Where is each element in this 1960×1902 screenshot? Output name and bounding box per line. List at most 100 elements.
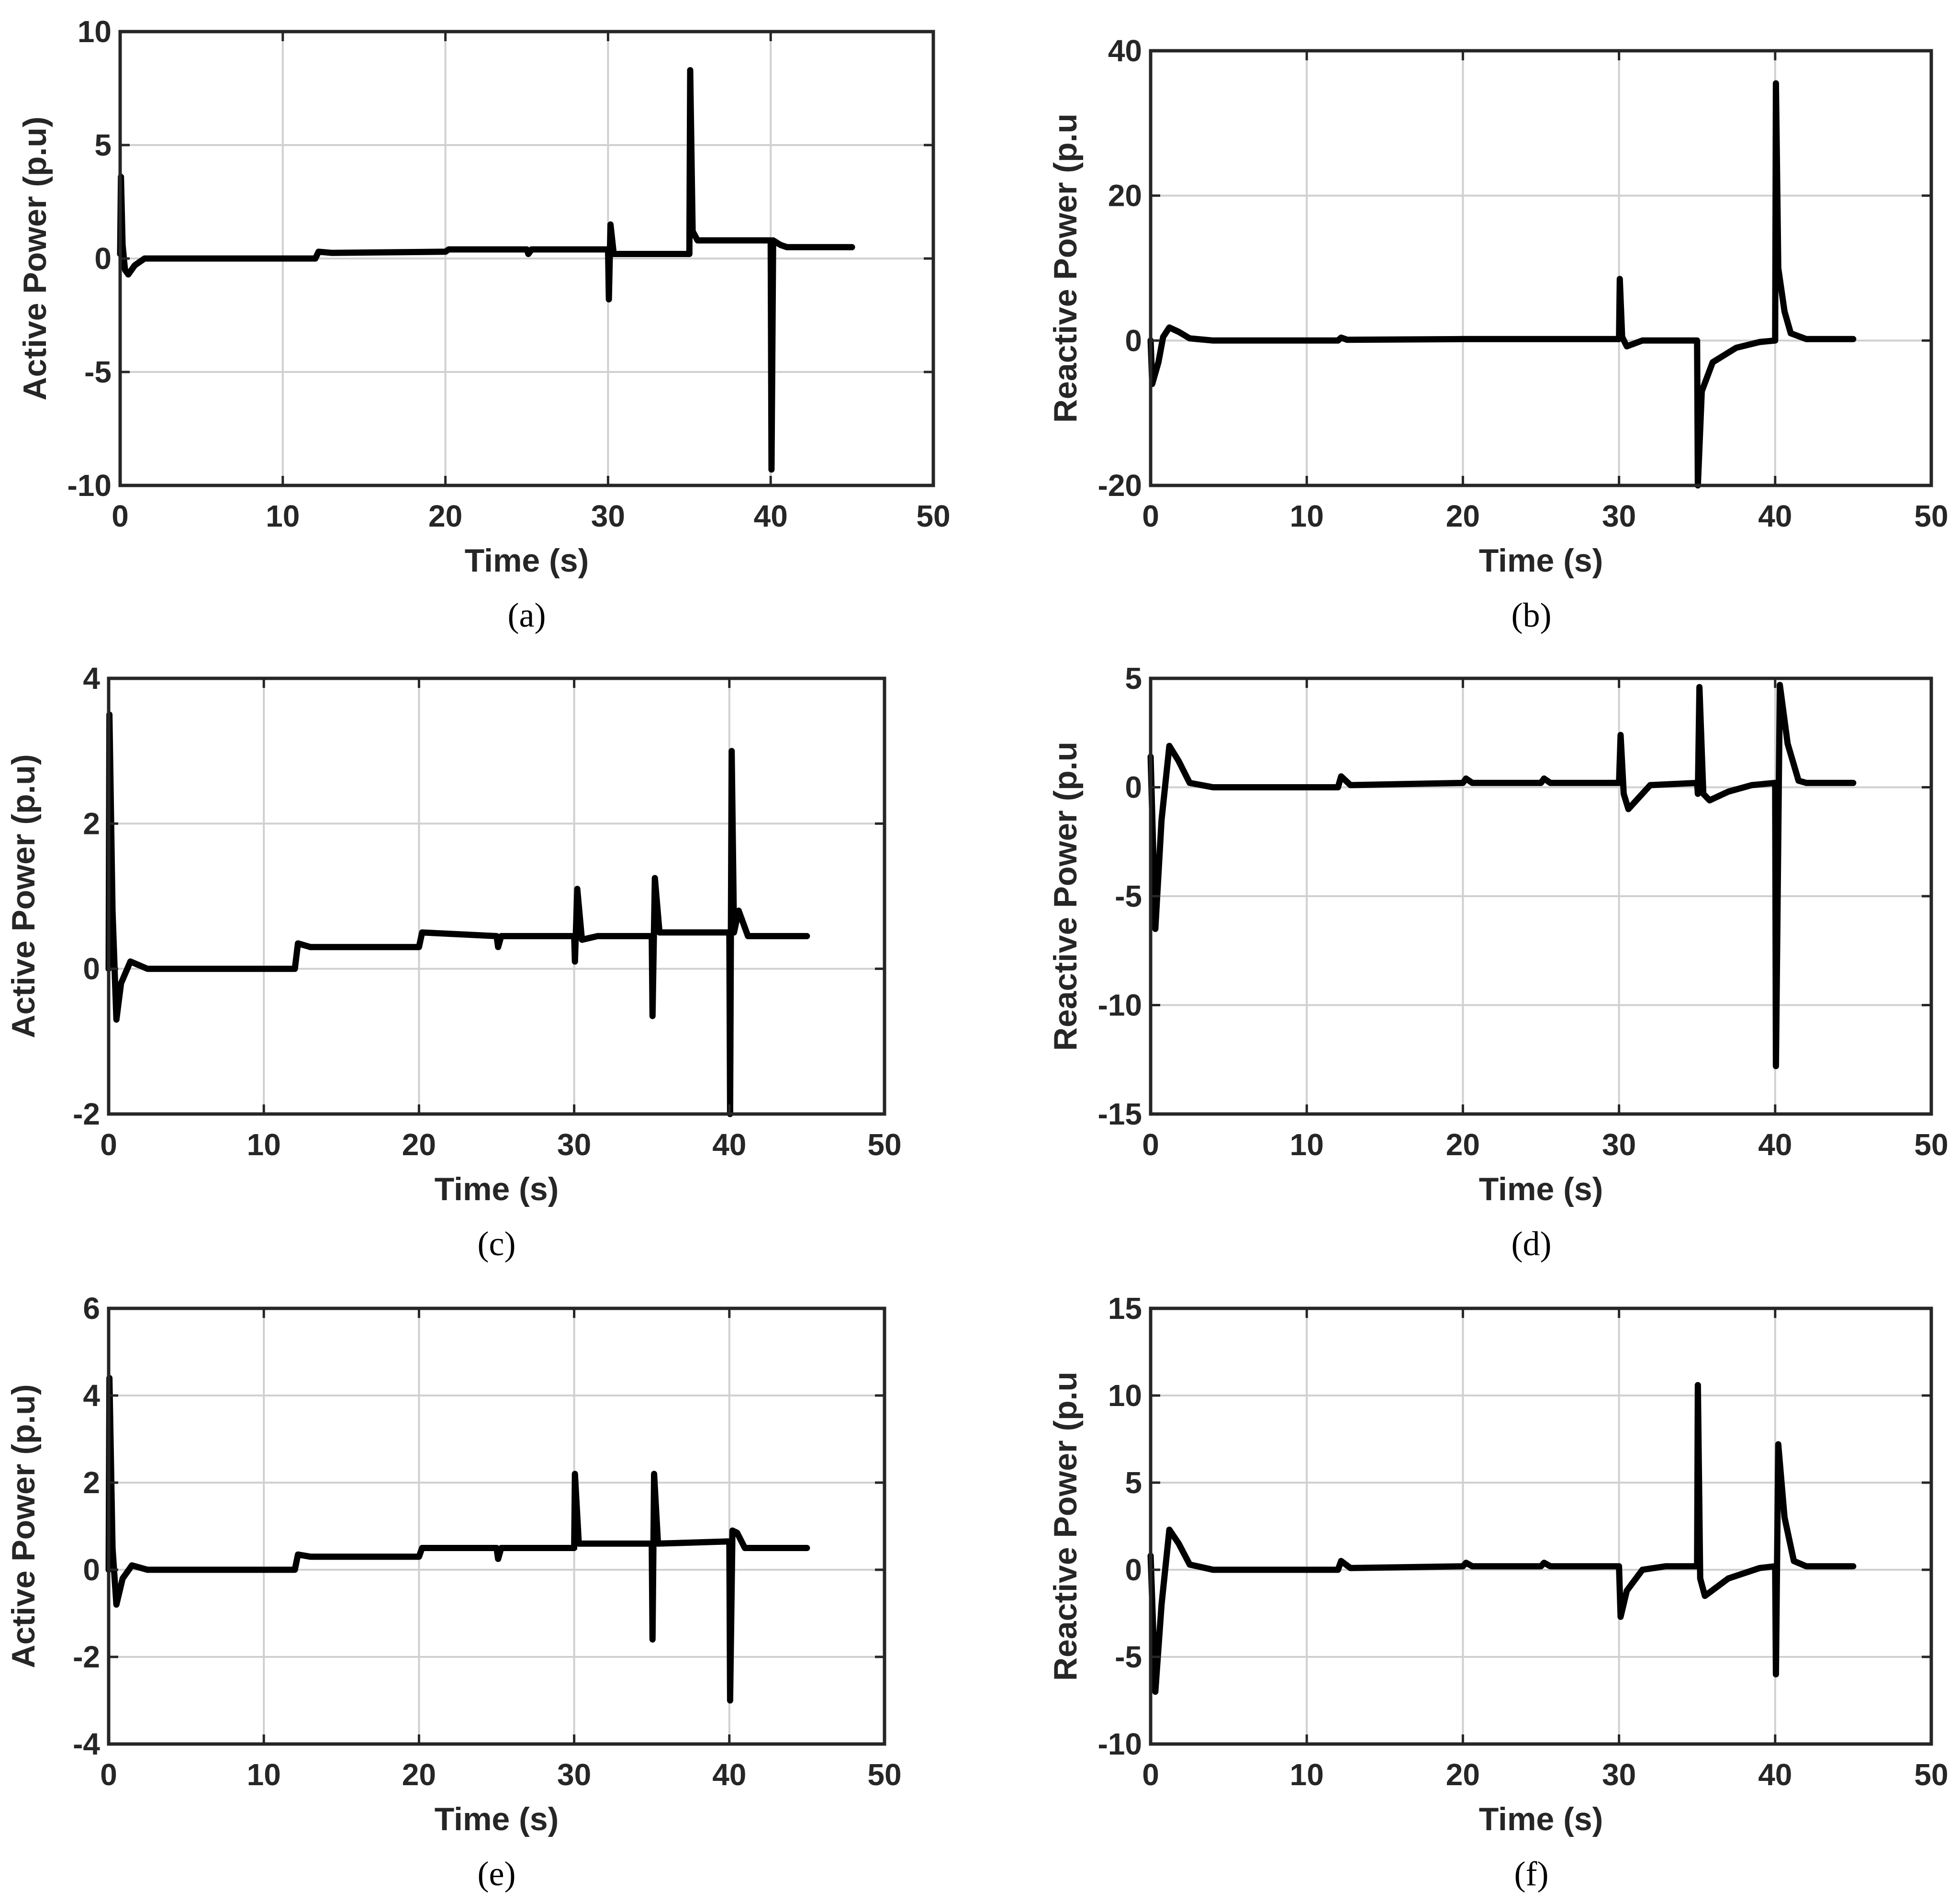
axes-frame [1149,1306,1933,1746]
y-tick-label: -15 [1098,1097,1142,1131]
x-tick-label: 20 [402,1757,436,1792]
y-tick-label: 40 [1108,34,1142,68]
x-tick-label: 40 [754,499,788,533]
y-tick-label: 0 [1125,770,1142,805]
x-tick-label: 30 [1602,1757,1636,1792]
series-line [1147,682,1857,1069]
x-tick-label: 30 [1602,499,1636,533]
x-tick-label: 40 [712,1127,746,1162]
y-tick-label: 5 [1125,661,1142,696]
plot-area [109,678,885,1114]
axes-frame [1149,49,1933,487]
x-tick-label: 30 [557,1757,591,1792]
y-tick-label: -2 [73,1640,100,1674]
y-tick-label: 20 [1108,179,1142,213]
y-tick-label: 6 [83,1291,100,1326]
x-axis-label: Time (s) [1479,542,1603,579]
plot-area [1151,51,1931,485]
x-tick-label: 30 [591,499,625,533]
y-tick-label: -10 [1098,988,1142,1023]
panel-caption: (c) [478,1225,516,1263]
x-tick-label: 40 [1758,1127,1792,1162]
x-tick-label: 50 [916,499,950,533]
y-tick-label: 0 [83,952,100,986]
x-tick-label: 10 [1290,1757,1324,1792]
plot-area [1151,1308,1931,1744]
y-tick-label: 0 [1125,323,1142,358]
series-line [1147,1382,1857,1695]
x-tick-label: 0 [100,1127,117,1162]
y-tick-label: 0 [94,241,112,276]
x-tick-label: 40 [712,1757,746,1792]
y-tick-label: 5 [94,128,112,162]
panel-e: 0 10 20 30 40 50 -4 -2 0 2 4 6 Time (s) Active Power … [5,1291,902,1893]
x-tick-label: 10 [1290,1127,1324,1162]
x-tick-label: 50 [867,1757,901,1792]
y-tick-label: 2 [83,1465,100,1500]
series-line [105,1375,810,1704]
y-tick-label: 15 [1108,1291,1142,1326]
y-axis-label: Active Power (p.u) [17,116,53,400]
x-tick-label: 50 [1914,499,1948,533]
x-tick-label: 10 [266,499,300,533]
x-tick-label: 10 [247,1757,281,1792]
x-tick-label: 50 [867,1127,901,1162]
y-axis-label: Active Power (p.u) [5,1384,42,1668]
x-tick-label: 20 [428,499,462,533]
x-tick-label: 40 [1758,499,1792,533]
panel-caption: (e) [478,1855,516,1893]
y-tick-label: 5 [1125,1465,1142,1500]
x-tick-label: 40 [1758,1757,1792,1792]
y-tick-label: 10 [1108,1378,1142,1413]
y-axis-label: Active Power (p.u) [5,754,42,1038]
x-tick-label: 0 [1142,499,1159,533]
y-tick-label: -5 [1115,879,1142,913]
panel-d: 0 10 20 30 40 50 -15 -10 -5 0 5 Time (s) Reactive Po… [1047,661,1949,1263]
x-tick-label: 30 [1602,1127,1636,1162]
y-tick-label: 0 [83,1553,100,1587]
x-tick-label: 20 [1446,1757,1480,1792]
x-tick-label: 0 [1142,1757,1159,1792]
y-tick-label: -10 [67,468,112,503]
axes-frame [107,676,886,1116]
x-tick-label: 30 [557,1127,591,1162]
y-tick-label: -10 [1098,1727,1142,1761]
y-tick-label: 0 [1125,1553,1142,1587]
x-tick-label: 20 [1446,1127,1480,1162]
x-tick-label: 50 [1914,1757,1948,1792]
panel-caption: (a) [508,596,546,634]
y-axis-label: Reactive Power (p.u [1047,1372,1084,1681]
x-tick-label: 10 [247,1127,281,1162]
y-tick-label: 4 [83,661,100,696]
x-axis-label: Time (s) [465,542,589,579]
y-tick-label: 10 [78,14,112,49]
y-tick-label: -20 [1098,468,1142,503]
series-line [1147,80,1857,489]
x-axis-label: Time (s) [1479,1801,1603,1837]
panel-caption: (d) [1512,1225,1552,1263]
plot-area [109,1308,885,1744]
x-tick-label: 10 [1290,499,1324,533]
x-axis-label: Time (s) [435,1801,559,1837]
panel-caption: (b) [1512,596,1552,634]
x-axis-label: Time (s) [435,1171,559,1207]
panel-f: 0 10 20 30 40 50 -10 -5 0 5 10 15 Time (s) Reactive P… [1047,1291,1949,1893]
x-tick-label: 0 [100,1757,117,1792]
x-tick-label: 20 [1446,499,1480,533]
x-tick-label: 0 [112,499,129,533]
x-tick-label: 50 [1914,1127,1948,1162]
y-tick-label: -2 [73,1097,100,1131]
y-tick-label: -4 [73,1727,100,1761]
panel-caption: (f) [1514,1855,1549,1893]
y-axis-label: Reactive Power (p.u [1047,113,1084,423]
y-tick-label: -5 [84,355,112,389]
x-tick-label: 20 [402,1127,436,1162]
x-axis-label: Time (s) [1479,1171,1603,1207]
series-line [117,67,855,473]
y-axis-label: Reactive Power (p.u [1047,742,1084,1051]
y-tick-label: 2 [83,806,100,841]
axes-frame [107,1306,886,1746]
